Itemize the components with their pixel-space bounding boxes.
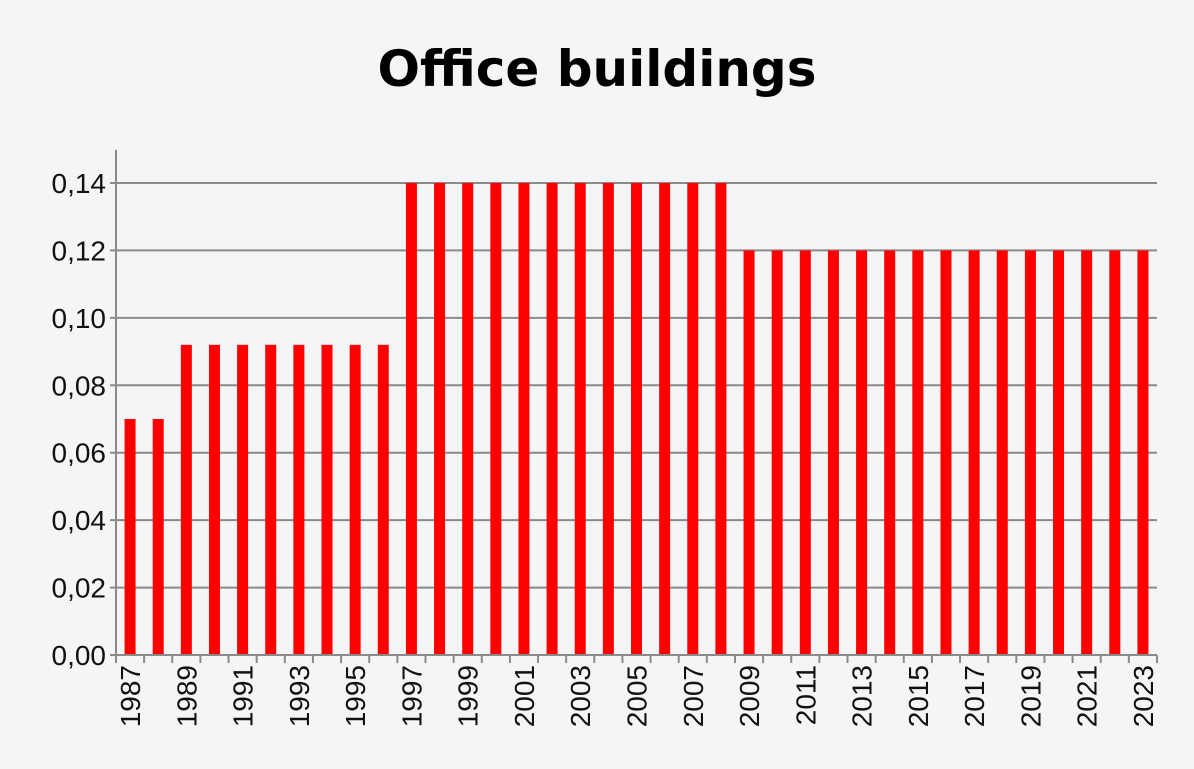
y-tick-label: 0,04 [52, 505, 107, 536]
x-tick-label: 1997 [396, 665, 427, 727]
bar-1992 [265, 344, 277, 655]
x-tick-label: 2015 [903, 665, 934, 727]
x-tick-label: 1987 [115, 665, 146, 727]
bar-1988 [152, 419, 164, 655]
y-tick-label: 0,00 [52, 640, 107, 671]
y-tick-label: 0,08 [52, 370, 107, 401]
bar-2015 [912, 250, 924, 655]
bar-1990 [208, 344, 220, 655]
x-tick-label: 2001 [509, 665, 540, 727]
x-tick-label: 2011 [790, 665, 821, 725]
bar-2011 [799, 250, 811, 655]
bar-1991 [237, 344, 249, 655]
x-tick-label: 2013 [847, 665, 878, 727]
x-tick-label: 1999 [453, 665, 484, 727]
bar-1987 [124, 419, 136, 655]
bar-2004 [602, 183, 614, 655]
bar-2020 [1053, 250, 1065, 655]
bar-2007 [687, 183, 699, 655]
y-tick-label: 0,12 [52, 235, 107, 266]
bar-2019 [1024, 250, 1036, 655]
bar-2005 [631, 183, 642, 655]
x-tick-label: 1989 [171, 665, 202, 727]
bar-1998 [434, 183, 446, 655]
bar-2010 [771, 250, 783, 655]
y-tick-label: 0,02 [52, 573, 107, 604]
x-tick-label: 1995 [340, 665, 371, 727]
bar-1995 [349, 344, 361, 655]
bar-1989 [180, 344, 192, 655]
bar-1999 [462, 183, 474, 655]
x-tick-label: 1993 [284, 665, 315, 727]
bar-2017 [968, 250, 980, 655]
bar-2009 [743, 250, 755, 655]
bar-2002 [546, 183, 558, 655]
bar-1993 [293, 344, 305, 655]
bar-1996 [377, 344, 389, 655]
bar-2022 [1109, 250, 1121, 655]
x-tick-label: 2009 [734, 665, 765, 727]
bar-1994 [321, 344, 333, 655]
x-tick-label: 2003 [565, 665, 596, 727]
bar-2016 [940, 250, 952, 655]
bar-2008 [715, 183, 727, 655]
bar-2001 [518, 183, 530, 655]
y-tick-label: 0,06 [52, 438, 107, 469]
y-tick-label: 0,10 [52, 303, 107, 334]
x-tick-label: 2017 [959, 665, 990, 727]
x-tick-label: 2005 [622, 665, 653, 727]
bar-2013 [856, 250, 868, 655]
x-tick-label: 2023 [1128, 665, 1159, 727]
bar-2000 [490, 183, 502, 655]
x-tick-label: 2019 [1015, 665, 1046, 727]
bar-2014 [884, 250, 896, 655]
bar-2006 [659, 183, 671, 655]
bar-2003 [574, 183, 586, 655]
bar-1997 [405, 183, 417, 655]
x-tick-label: 2021 [1072, 665, 1103, 727]
bar-2021 [1081, 250, 1093, 655]
y-tick-label: 0,14 [52, 168, 107, 199]
bar-2018 [996, 250, 1008, 655]
x-tick-label: 2007 [678, 665, 709, 727]
chart-title: Office buildings [377, 40, 817, 98]
bar-2023 [1137, 250, 1149, 655]
x-tick-label: 1991 [228, 665, 259, 727]
bar-2012 [827, 250, 839, 655]
